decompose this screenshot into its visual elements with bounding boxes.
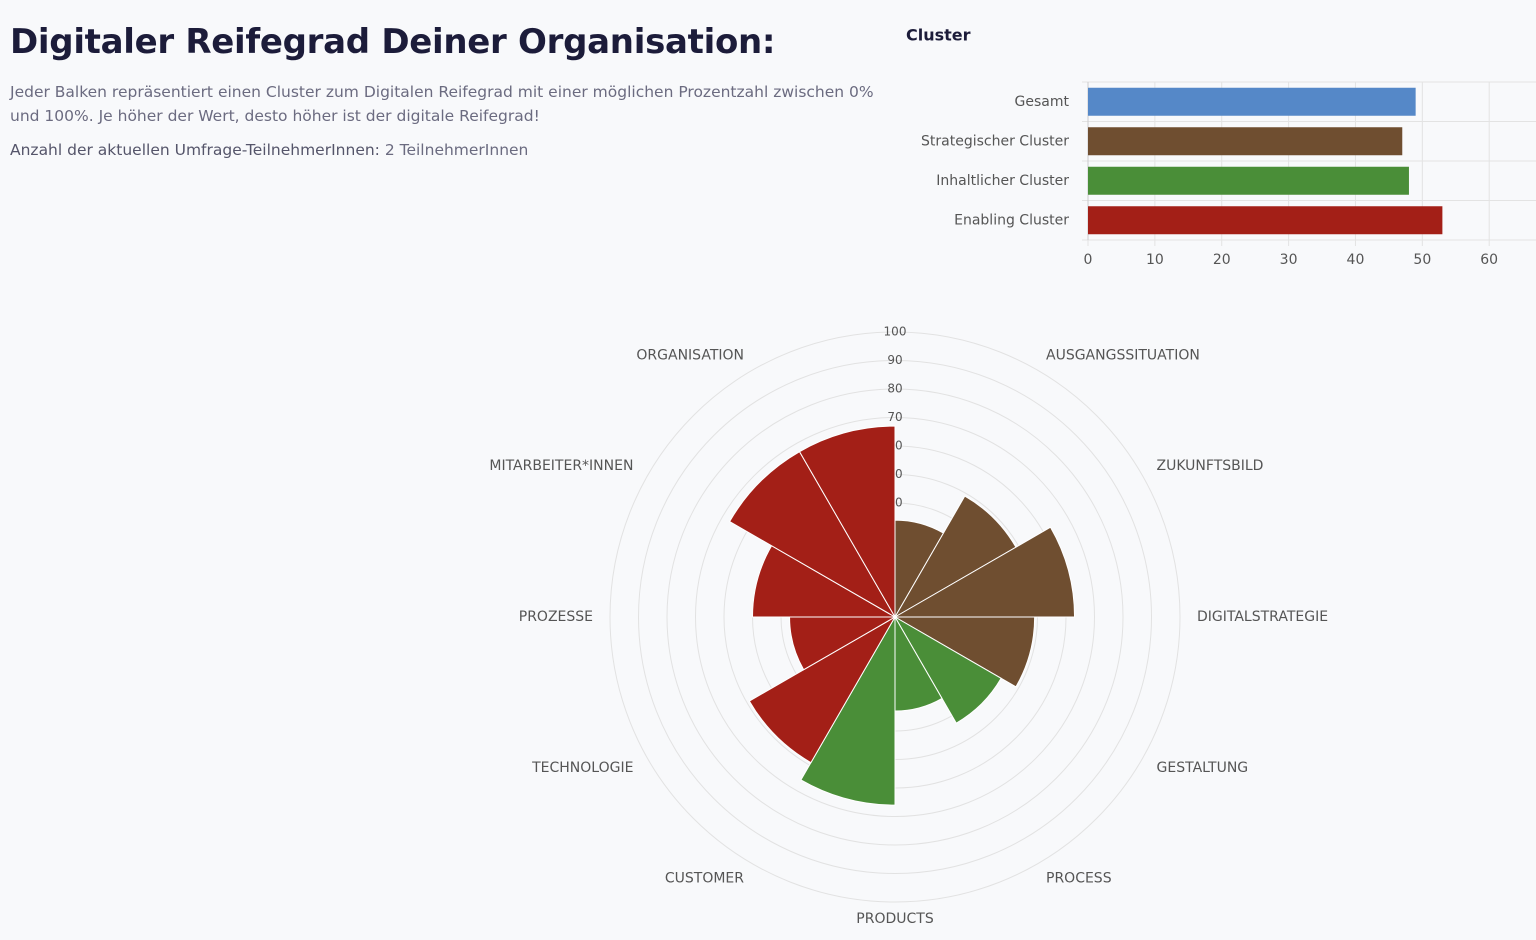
participants-value: 2 TeilnehmerInnen — [384, 141, 529, 159]
grid-circle — [609, 331, 1181, 903]
category-label: MITARBEITER*INNEN — [489, 458, 633, 474]
y-tick-label: Gesamt — [1015, 94, 1070, 110]
category-label: PROZESSE — [519, 609, 593, 625]
polar-segment — [748, 615, 897, 764]
category-label: DIGITALSTRATEGIE — [1197, 609, 1328, 625]
polar-segment — [728, 450, 897, 619]
r-tick-label: 70 — [887, 410, 902, 424]
participants-label: Anzahl der aktuellen Umfrage-TeilnehmerI… — [10, 141, 380, 159]
category-label: AUSGANGSSITUATION — [1046, 347, 1200, 363]
polar-segment — [893, 615, 1002, 724]
bar — [1088, 127, 1403, 156]
category-label: PRODUCTS — [856, 911, 934, 927]
description: Jeder Balken repräsentiert einen Cluster… — [10, 83, 874, 125]
header: Digitaler Reifegrad Deiner Organisation:… — [10, 22, 890, 172]
grid-circle — [666, 388, 1124, 846]
participants: Anzahl der aktuellen Umfrage-TeilnehmerI… — [10, 138, 890, 162]
polar-segment — [798, 425, 896, 619]
category-label: PROCESS — [1046, 871, 1112, 887]
polar-segment — [893, 616, 1036, 688]
category-label: ORGANISATION — [636, 347, 744, 363]
y-tick-label: Inhaltlicher Cluster — [936, 173, 1069, 189]
x-tick-label: 10 — [1146, 252, 1164, 268]
x-tick-label: 60 — [1480, 252, 1498, 268]
x-tick-label: 40 — [1347, 252, 1365, 268]
bar — [1088, 87, 1416, 116]
category-label: GESTALTUNG — [1157, 760, 1249, 776]
page-title: Digitaler Reifegrad Deiner Organisation: — [10, 22, 776, 62]
r-tick-label: 80 — [887, 382, 902, 396]
y-tick-label: Strategischer Cluster — [921, 133, 1069, 149]
r-tick-label: 90 — [887, 353, 902, 367]
polar-segment — [893, 526, 1076, 618]
x-tick-label: 30 — [1280, 252, 1298, 268]
x-tick-label: 50 — [1413, 252, 1431, 268]
bar — [1088, 166, 1409, 195]
y-tick-label: Enabling Cluster — [954, 212, 1069, 228]
r-tick-label: 100 — [884, 325, 907, 339]
category-label: TECHNOLOGIE — [531, 760, 633, 776]
x-tick-label: 20 — [1213, 252, 1231, 268]
x-tick-label: 0 — [1084, 252, 1093, 268]
polar-segment — [800, 615, 896, 806]
category-label: CUSTOMER — [665, 871, 744, 887]
grid-circle — [695, 417, 1095, 817]
bar — [1088, 206, 1443, 235]
category-label: ZUKUNFTSBILD — [1157, 458, 1264, 474]
chart-title: Cluster — [906, 26, 971, 45]
grid-circle — [638, 360, 1152, 874]
